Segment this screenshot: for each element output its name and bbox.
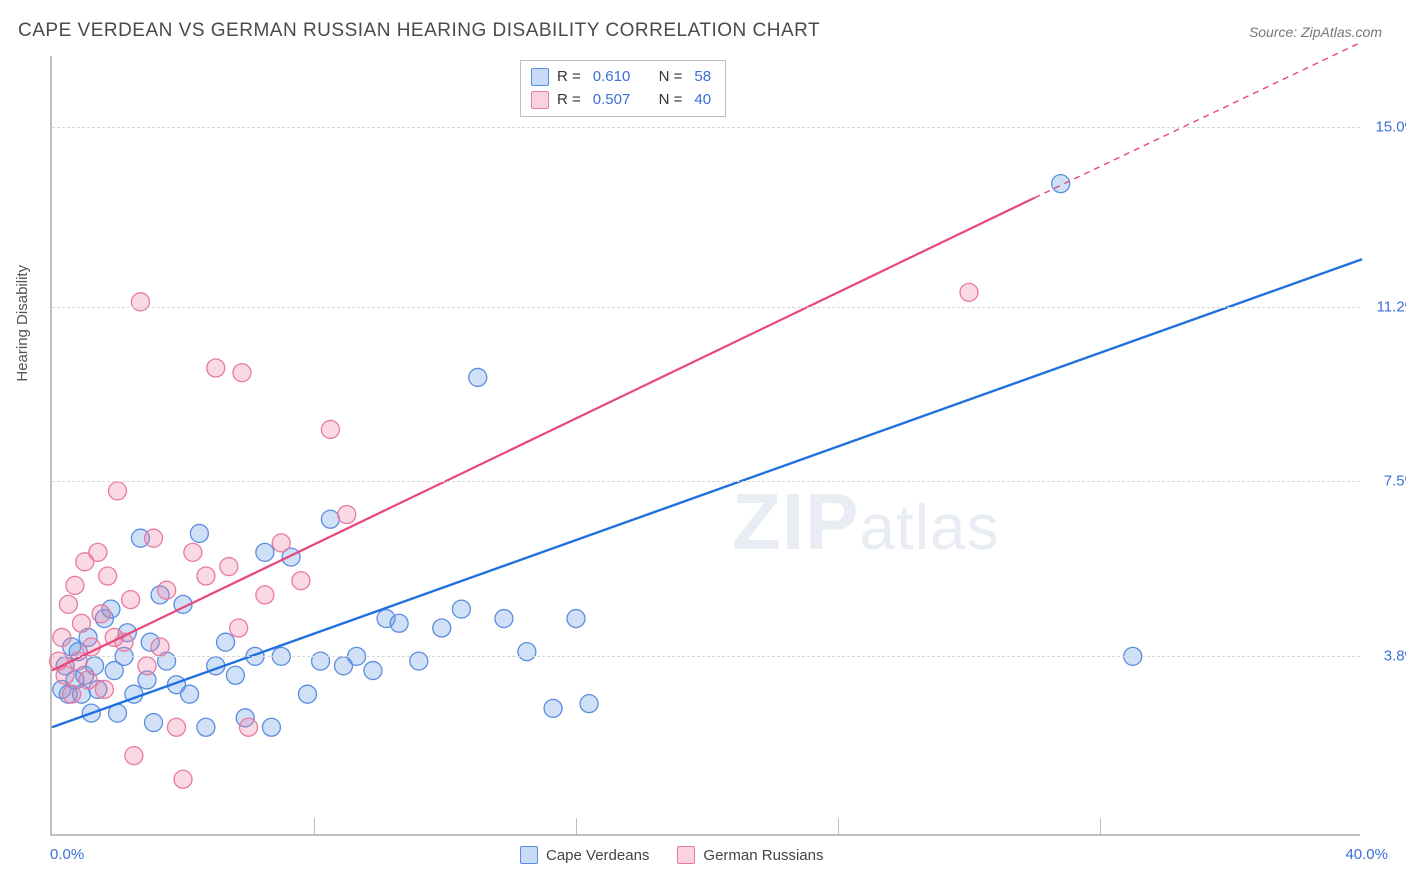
data-point <box>321 420 339 438</box>
data-point <box>63 685 81 703</box>
data-point <box>272 534 290 552</box>
data-point <box>207 359 225 377</box>
legend-stats-row-blue: R = 0.610 N = 58 <box>531 66 715 89</box>
data-point <box>312 652 330 670</box>
data-point <box>262 718 280 736</box>
x-axis-max-label: 40.0% <box>1345 846 1388 863</box>
data-point <box>197 567 215 585</box>
data-point <box>145 714 163 732</box>
data-point <box>567 610 585 628</box>
data-point <box>72 614 90 632</box>
data-point <box>59 595 77 613</box>
fit-line <box>52 198 1035 671</box>
data-point <box>82 638 100 656</box>
y-tick-label: 15.0% <box>1368 118 1406 135</box>
data-point <box>256 586 274 604</box>
data-point <box>174 770 192 788</box>
data-point <box>469 368 487 386</box>
y-tick-label: 3.8% <box>1368 648 1406 665</box>
data-point <box>56 666 74 684</box>
data-point <box>226 666 244 684</box>
gridline-h <box>52 481 1360 482</box>
x-tick-mark <box>314 818 315 836</box>
data-point <box>960 283 978 301</box>
legend-item-german-russians: German Russians <box>677 846 823 864</box>
data-point <box>89 543 107 561</box>
data-point <box>240 718 258 736</box>
data-point <box>321 510 339 528</box>
legend-label: Cape Verdeans <box>546 847 649 864</box>
gridline-h <box>52 656 1360 657</box>
data-point <box>452 600 470 618</box>
legend-label: German Russians <box>703 847 823 864</box>
data-point <box>220 558 238 576</box>
data-point <box>99 567 117 585</box>
legend-stats: R = 0.610 N = 58 R = 0.507 N = 40 <box>520 60 726 117</box>
data-point <box>95 680 113 698</box>
data-point <box>518 643 536 661</box>
data-point <box>131 293 149 311</box>
plot-area: ZIPatlas 3.8%7.5%11.2%15.0% <box>50 56 1360 836</box>
y-axis-label: Hearing Disability <box>14 265 31 382</box>
legend-item-cape-verdeans: Cape Verdeans <box>520 846 649 864</box>
data-point <box>167 718 185 736</box>
data-point <box>197 718 215 736</box>
data-point <box>145 529 163 547</box>
x-tick-mark <box>838 818 839 836</box>
data-point <box>1052 175 1070 193</box>
data-point <box>125 747 143 765</box>
data-point <box>433 619 451 637</box>
legend-series: Cape Verdeans German Russians <box>520 846 823 864</box>
data-point <box>138 657 156 675</box>
chart-svg <box>52 56 1360 834</box>
data-point <box>181 685 199 703</box>
data-point <box>230 619 248 637</box>
data-point <box>190 524 208 542</box>
data-point <box>410 652 428 670</box>
x-axis-min-label: 0.0% <box>50 846 84 863</box>
gridline-h <box>52 127 1360 128</box>
gridline-h <box>52 307 1360 308</box>
chart-title: CAPE VERDEAN VS GERMAN RUSSIAN HEARING D… <box>18 20 820 42</box>
swatch-icon <box>531 68 549 86</box>
data-point <box>233 364 251 382</box>
swatch-icon <box>677 846 695 864</box>
source-credit: Source: ZipAtlas.com <box>1249 24 1382 40</box>
swatch-icon <box>520 846 538 864</box>
x-tick-mark <box>576 818 577 836</box>
data-point <box>292 572 310 590</box>
data-point <box>122 591 140 609</box>
data-point <box>158 581 176 599</box>
data-point <box>298 685 316 703</box>
data-point <box>53 628 71 646</box>
data-point <box>92 605 110 623</box>
data-point <box>66 576 84 594</box>
data-point <box>364 662 382 680</box>
y-tick-label: 11.2% <box>1368 298 1406 315</box>
data-point <box>338 506 356 524</box>
y-tick-label: 7.5% <box>1368 473 1406 490</box>
swatch-icon <box>531 91 549 109</box>
data-point <box>495 610 513 628</box>
data-point <box>544 699 562 717</box>
data-point <box>390 614 408 632</box>
data-point <box>184 543 202 561</box>
data-point <box>151 638 169 656</box>
data-point <box>256 543 274 561</box>
data-point <box>79 671 97 689</box>
data-point <box>217 633 235 651</box>
fit-line-extrapolated <box>1035 42 1363 198</box>
data-point <box>580 695 598 713</box>
x-tick-mark <box>1100 818 1101 836</box>
data-point <box>109 482 127 500</box>
legend-stats-row-pink: R = 0.507 N = 40 <box>531 89 715 112</box>
